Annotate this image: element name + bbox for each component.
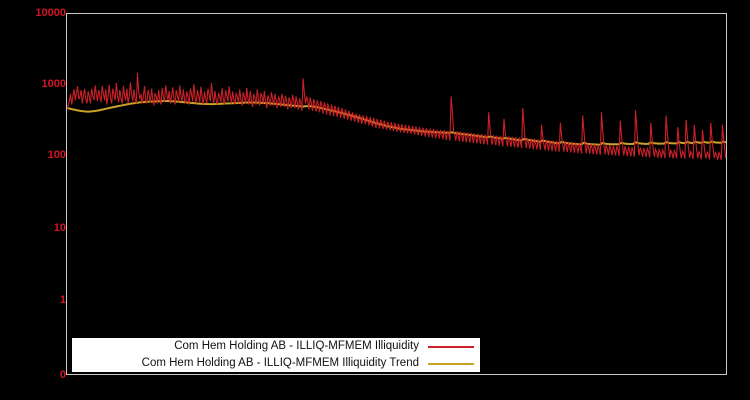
y-tick-label-1000: 1000: [41, 78, 66, 90]
series-line-trend: [67, 100, 726, 146]
line-swatch-trend-icon: [428, 362, 474, 365]
legend-entry-illiquidity[interactable]: Com Hem Holding AB - ILLIQ-MFMEM Illiqui…: [72, 338, 480, 355]
y-tick-label-10: 10: [53, 222, 66, 234]
legend-entry-illiquidity-trend[interactable]: Com Hem Holding AB - ILLIQ-MFMEM Illiqui…: [72, 355, 480, 372]
y-tick-label-10000: 10000: [35, 7, 66, 19]
legend-label-illiquidity: Com Hem Holding AB - ILLIQ-MFMEM Illiqui…: [174, 340, 419, 352]
y-tick-label-100: 100: [47, 149, 66, 161]
chart-canvas: [67, 72, 726, 161]
y-tick-label-1: 1: [59, 294, 66, 306]
chart-legend: Com Hem Holding AB - ILLIQ-MFMEM Illiqui…: [72, 338, 480, 372]
line-swatch-series-icon: [428, 345, 474, 348]
plot-area: [66, 13, 727, 375]
series-line-illiquidity: [67, 72, 726, 161]
legend-label-illiquidity-trend: Com Hem Holding AB - ILLIQ-MFMEM Illiqui…: [141, 357, 419, 369]
y-tick-label-0: 0: [59, 369, 66, 381]
